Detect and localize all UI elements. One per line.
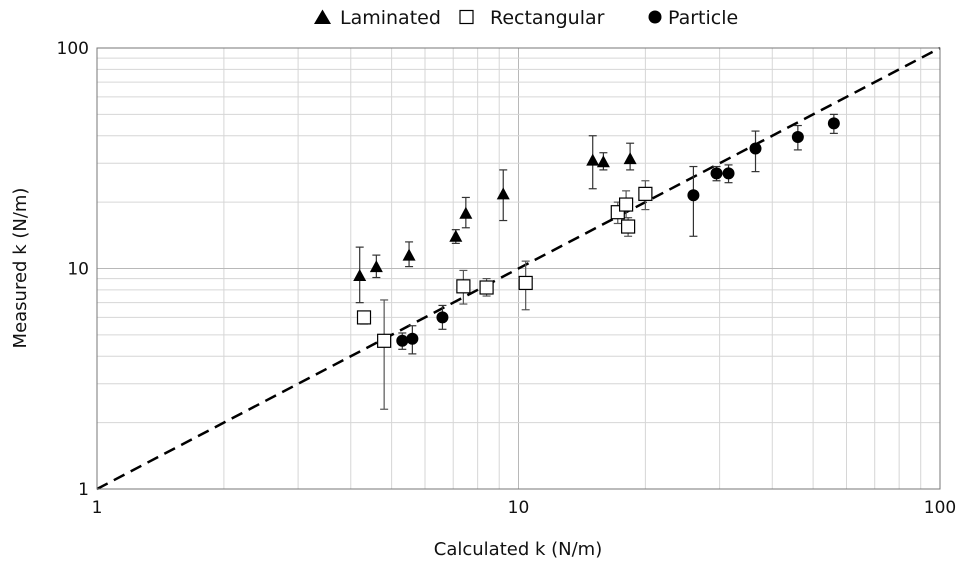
marker-particle <box>396 334 409 347</box>
legend-triangle-marker <box>314 9 331 24</box>
marker-rectangular <box>638 186 653 201</box>
marker-particle <box>687 189 700 202</box>
error-bars <box>355 113 838 410</box>
error-bar-particle <box>689 165 698 237</box>
marker-particle <box>406 332 419 345</box>
marker-particle <box>436 311 449 324</box>
marker-laminated <box>586 153 600 166</box>
legend: Laminated Rectangular Particle <box>314 7 738 29</box>
legend-item-rectangular: Rectangular <box>459 7 605 29</box>
marker-laminated <box>353 268 367 281</box>
legend-label-rectangular: Rectangular <box>490 7 605 29</box>
y-tick-label: 100 <box>57 39 89 59</box>
tick-labels: 1 10 100 1 10 100 <box>57 39 957 518</box>
legend-label-particle: Particle <box>668 7 738 29</box>
y-tick-label: 10 <box>67 260 89 280</box>
marker-rectangular <box>621 219 636 234</box>
marker-rectangular <box>479 280 494 295</box>
marker-laminated <box>369 260 383 273</box>
legend-item-laminated: Laminated <box>314 7 441 29</box>
legend-label-laminated: Laminated <box>340 7 441 29</box>
legend-circle-marker <box>648 10 662 24</box>
x-tick-label: 10 <box>508 498 530 518</box>
x-tick-label: 100 <box>924 498 956 518</box>
marker-rectangular <box>377 333 392 348</box>
error-bar-rectangular <box>380 299 389 410</box>
marker-laminated <box>596 155 610 168</box>
marker-particle <box>710 167 723 180</box>
marker-particle <box>722 167 735 180</box>
x-axis-label: Calculated k (N/m) <box>434 539 602 560</box>
marker-rectangular <box>618 197 634 212</box>
x-tick-label: 1 <box>92 498 103 518</box>
marker-particle <box>791 130 804 143</box>
legend-item-particle: Particle <box>648 7 738 29</box>
marker-laminated <box>449 229 463 242</box>
marker-laminated <box>459 206 473 219</box>
marker-particle <box>827 117 840 130</box>
marker-rectangular <box>356 310 372 325</box>
y-axis-label: Measured k (N/m) <box>10 188 31 349</box>
marker-laminated <box>496 187 510 200</box>
marker-rectangular <box>518 275 533 291</box>
marker-particle <box>749 142 762 155</box>
reference-line-y-equals-x <box>96 46 941 491</box>
y-tick-label: 1 <box>78 480 89 500</box>
marker-laminated <box>623 152 637 165</box>
data-markers <box>353 117 840 348</box>
plot-frame <box>96 47 941 490</box>
grid <box>96 47 941 490</box>
marker-laminated <box>402 248 416 261</box>
legend-square-marker <box>459 9 474 25</box>
marker-rectangular <box>456 279 471 294</box>
